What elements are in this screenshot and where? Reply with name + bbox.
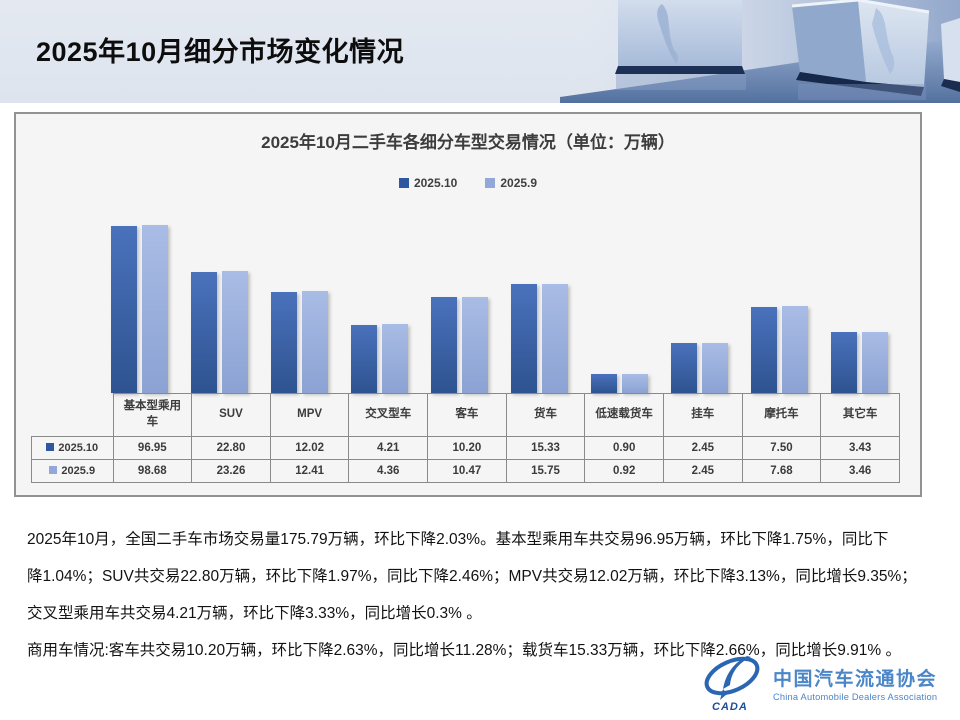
bar-2025.10-SUV — [190, 272, 217, 393]
bar-2025.9-客车 — [461, 297, 488, 393]
value-2025.10-MPV: 12.02 — [269, 436, 350, 460]
bar-group-客车 — [419, 225, 499, 393]
row-label-2025.10: 2025.10 — [31, 436, 114, 460]
legend-label: 2025.10 — [413, 176, 458, 190]
bar-group-基本型乘用车 — [99, 225, 179, 393]
column-header-其它车: 其它车 — [820, 393, 900, 437]
bar-2025.9-交叉型车 — [381, 324, 408, 393]
bar-2025.10-MPV — [270, 292, 297, 393]
bar-2025.10-交叉型车 — [350, 325, 377, 393]
bar-group-低速载货车 — [579, 225, 659, 393]
value-2025.9-其它车: 3.46 — [820, 459, 900, 483]
legend-swatch — [398, 178, 409, 188]
column-header-摩托车: 摩托车 — [741, 393, 822, 437]
value-2025.10-SUV: 22.80 — [191, 436, 271, 460]
bar-group-交叉型车 — [339, 225, 419, 393]
paragraph-line-4: 商用车情况:客车共交易10.20万辆，环比下降2.63%，同比增长11.28%；… — [27, 642, 901, 659]
chart-title: 2025年10月二手车各细分车型交易情况（单位：万辆） — [261, 133, 675, 152]
bar-2025.10-货车 — [510, 284, 537, 393]
value-2025.9-挂车: 2.45 — [662, 459, 743, 483]
value-2025.10-交叉型车: 4.21 — [348, 436, 429, 460]
cada-logo: CADA 中国汽车流通协会 China Automobile Dealers A… — [700, 654, 937, 712]
value-2025.9-货车: 15.75 — [505, 459, 586, 483]
bar-2025.9-基本型乘用车 — [141, 225, 168, 393]
bar-group-其它车 — [819, 225, 899, 393]
table-row-2025.10: 2025.10 96.95 22.80 12.02 4.21 10.20 15.33 0.90… — [31, 436, 900, 460]
cada-logo-icon: CADA — [704, 656, 760, 712]
bar-2025.10-低速载货车 — [590, 374, 617, 393]
value-2025.10-基本型乘用车: 96.95 — [112, 436, 193, 460]
bar-2025.9-挂车 — [701, 343, 728, 393]
value-2025.9-MPV: 12.41 — [269, 459, 350, 483]
legend-swatch — [485, 178, 496, 188]
bar-2025.9-低速载货车 — [621, 374, 648, 393]
legend-item-2025.10: 2025.10 — [398, 176, 458, 190]
paragraph-line-1: 2025年10月，全国二手车市场交易量175.79万辆，环比下降2.03%。基本… — [27, 531, 889, 548]
value-2025.10-低速载货车: 0.90 — [584, 436, 664, 460]
logo-name-cn: 中国汽车流通协会 — [773, 669, 938, 690]
bar-2025.9-SUV — [221, 271, 248, 393]
bar-2025.10-客车 — [430, 297, 457, 393]
value-2025.9-客车: 10.47 — [427, 459, 507, 483]
row-swatch — [46, 443, 55, 451]
table-row-2025.9: 2025.9 98.68 23.26 12.41 4.36 10.47 15.75 0.92 2… — [31, 459, 900, 483]
bar-group-货车 — [499, 225, 579, 393]
cada-mark-text: CADA — [712, 701, 748, 712]
bar-2025.9-其它车 — [861, 332, 888, 393]
table-corner-cell — [32, 394, 114, 437]
value-2025.9-基本型乘用车: 98.68 — [112, 459, 193, 483]
page-title: 2025年10月细分市场变化情况 — [36, 37, 405, 67]
paragraph-line-2: 降1.04%；SUV共交易22.80万辆，环比下降1.97%，同比下降2.46%… — [27, 568, 917, 585]
bar-2025.9-货车 — [541, 284, 568, 393]
logo-name-en: China Automobile Dealers Association — [773, 692, 938, 702]
row-label-2025.9: 2025.9 — [31, 459, 114, 483]
value-2025.10-其它车: 3.43 — [820, 436, 900, 460]
column-header-MPV: MPV — [269, 393, 350, 437]
chart-data-table: 基本型乘用车 SUV MPV 交叉型车 客车 货车 低速载货车 挂车 摩托车 其它车 2025.10… — [31, 393, 900, 483]
header-band — [0, 0, 960, 103]
value-2025.10-货车: 15.33 — [505, 436, 586, 460]
bar-group-挂车 — [659, 225, 739, 393]
column-header-SUV: SUV — [191, 393, 271, 437]
column-header-客车: 客车 — [427, 393, 507, 437]
bar-2025.10-挂车 — [670, 343, 697, 393]
value-2025.9-摩托车: 7.68 — [741, 459, 822, 483]
legend-label: 2025.9 — [500, 176, 538, 190]
column-header-交叉型车: 交叉型车 — [348, 393, 429, 437]
table-header-row: 基本型乘用车 SUV MPV 交叉型车 客车 货车 低速载货车 挂车 摩托车 其它车 — [32, 393, 900, 437]
bar-2025.10-摩托车 — [750, 307, 777, 393]
chart-panel: 2025年10月二手车各细分车型交易情况（单位：万辆） 2025.10 2025.… — [14, 112, 922, 497]
bar-2025.9-摩托车 — [781, 306, 808, 393]
bar-2025.10-基本型乘用车 — [110, 226, 137, 393]
column-header-挂车: 挂车 — [662, 393, 743, 437]
chart-legend: 2025.10 2025.9 — [16, 176, 920, 190]
value-2025.10-摩托车: 7.50 — [741, 436, 822, 460]
value-2025.10-挂车: 2.45 — [662, 436, 743, 460]
bar-group-MPV — [259, 225, 339, 393]
cada-logo-text: 中国汽车流通协会 China Automobile Dealers Associ… — [773, 664, 937, 702]
legend-item-2025.9: 2025.9 — [485, 176, 537, 190]
column-header-货车: 货车 — [505, 393, 586, 437]
bar-2025.10-其它车 — [830, 332, 857, 393]
value-2025.9-SUV: 23.26 — [191, 459, 271, 483]
column-header-低速载货车: 低速载货车 — [584, 393, 664, 437]
value-2025.9-交叉型车: 4.36 — [348, 459, 429, 483]
value-2025.9-低速载货车: 0.92 — [584, 459, 664, 483]
bar-group-SUV — [179, 225, 259, 393]
column-header-基本型乘用车: 基本型乘用车 — [112, 393, 193, 437]
row-swatch — [49, 466, 58, 474]
paragraph-line-3: 交叉型乘用车共交易4.21万辆，环比下降3.33%，同比增长0.3% 。 — [27, 605, 482, 622]
bar-plot — [99, 225, 899, 393]
bar-group-摩托车 — [739, 225, 819, 393]
body-text: 2025年10月，全国二手车市场交易量175.79万辆，环比下降2.03%。基本… — [27, 521, 952, 669]
bar-2025.9-MPV — [301, 291, 328, 393]
cubes-decoration-image — [560, 0, 960, 103]
value-2025.10-客车: 10.20 — [427, 436, 507, 460]
